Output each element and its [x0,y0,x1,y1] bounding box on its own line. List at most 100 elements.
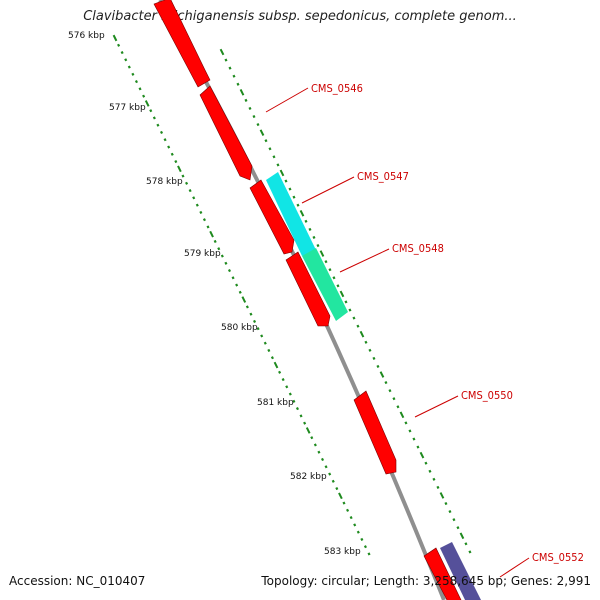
genome-backbone [158,0,446,600]
scale-dot [244,98,248,102]
scale-dot [320,457,325,462]
scale-dot [456,526,460,530]
gene-feature[interactable] [266,172,316,256]
scale-dot [388,389,392,393]
scale-dot [256,327,260,331]
gene-labels: CMS_0546 CMS_0547 CMS_0548 CMS_0550 CMS_0552 [265,82,584,578]
scale-dot [245,305,249,309]
scale-dot [185,181,189,185]
scale-dot [239,89,245,96]
scale-dot [396,405,400,409]
scale-dot [332,276,336,280]
scale-dot [213,239,217,244]
kbp-label: 581 kbp [257,398,294,408]
scale-dot [276,163,280,167]
scale-dot [364,340,368,344]
scale-dot [336,284,340,288]
scale-dot [235,283,239,287]
gc-scale-dots [219,48,472,554]
scale-dot [424,461,428,465]
scale-dot [268,147,272,151]
kbp-label: 579 kbp [184,249,221,259]
scale-dot [399,411,405,419]
scale-dot [199,210,203,214]
scale-dot [288,187,292,191]
scale-dot [367,552,371,556]
scale-dot [360,537,364,541]
scale-dot [144,100,150,107]
scale-dot [324,260,328,264]
gene-feature[interactable] [423,547,462,600]
gene-label[interactable]: CMS_0552 [532,551,584,564]
scale-dot [288,392,292,396]
scale-dot [436,485,440,489]
scale-dot [181,174,185,178]
scale-dot [170,152,174,156]
scale-dot [448,510,452,514]
scale-dot [349,516,353,520]
gene-features [153,0,482,600]
scale-dot [227,268,232,273]
gene-feature[interactable] [285,251,331,327]
scale-dot [270,356,274,360]
scale-dot [464,542,468,546]
gene-feature[interactable] [249,179,295,255]
gene-leader-line [414,395,459,418]
scale-dot [156,123,160,127]
scale-dot [273,361,279,369]
gene-feature[interactable] [153,0,211,88]
scale-dot [299,209,305,217]
gene-feature[interactable] [353,390,397,475]
scale-dot [259,129,265,136]
scale-dot [356,530,360,534]
scale-dot [138,87,142,91]
scale-dot [272,155,276,159]
gene-feature[interactable] [199,85,253,181]
kbp-scale-dots [112,34,371,556]
gene-label[interactable]: CMS_0550 [461,389,513,402]
scale-dot [285,385,289,389]
scale-dot [202,218,206,222]
scale-dot [416,445,420,449]
scale-dot [248,106,252,111]
scale-dot [112,34,118,42]
scale-dot [319,250,325,257]
scale-dot [224,261,228,265]
scale-dot [195,203,199,207]
scale-dot [253,319,257,323]
scale-dot [376,364,380,369]
scale-dot [256,123,260,127]
scale-dot [404,421,408,425]
gene-label[interactable]: CMS_0546 [311,82,363,95]
gene-label[interactable]: CMS_0547 [357,170,409,183]
scale-dot [310,436,314,440]
scale-dot [252,114,256,119]
scale-dot [331,479,335,483]
gene-feature[interactable] [302,248,348,321]
scale-dot [124,58,128,62]
scale-dot [120,50,124,55]
scale-dot [142,94,146,98]
scale-dot [295,407,299,411]
scale-dot [292,399,296,403]
scale-dot [368,348,372,352]
scale-dot [308,227,312,231]
scale-dot [342,501,346,505]
scale-dot [444,501,448,506]
accession-text: Accession: NC_010407 [9,574,146,588]
scale-dot [412,437,416,441]
scale-dot [419,451,425,459]
scale-dot [117,43,121,47]
gene-label[interactable]: CMS_0548 [392,242,444,255]
scale-dot [149,109,153,113]
scale-dot [313,443,317,447]
scale-dot [292,195,296,199]
gene-feature[interactable] [440,542,482,600]
scale-dot [220,254,224,258]
scale-dot [159,130,164,135]
scale-dot [231,276,235,280]
scale-dot [468,550,472,554]
scale-dot [344,300,348,304]
scale-dot [152,116,156,120]
